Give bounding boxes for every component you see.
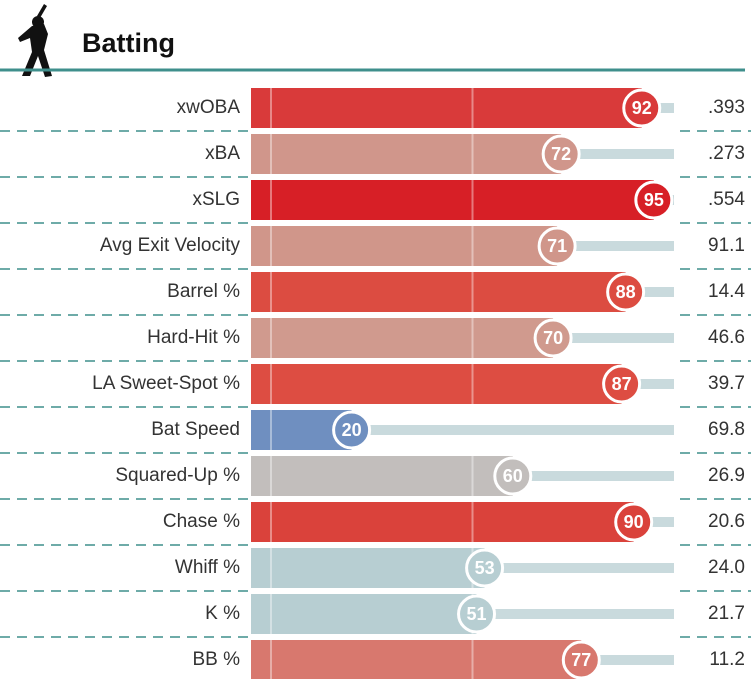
percentile-label: 92: [632, 98, 652, 118]
batter-icon: [18, 4, 52, 77]
percentile-label: 70: [543, 328, 563, 348]
percentile-label: 71: [547, 236, 567, 256]
stat-value: 14.4: [708, 281, 745, 302]
percentile-circle: [465, 548, 505, 588]
bar: [251, 272, 626, 312]
percentile-circle: [561, 640, 601, 679]
bar: [251, 88, 642, 128]
percentile-circle: [457, 594, 497, 634]
percentile-label: 95: [644, 190, 664, 210]
bar: [251, 456, 513, 496]
bar: [251, 548, 485, 588]
percentile-label: 72: [551, 144, 571, 164]
bar: [251, 594, 477, 634]
percentile-circle: [602, 364, 642, 404]
percentile-label: 20: [342, 420, 362, 440]
bar: [251, 226, 558, 266]
stat-value: 46.6: [708, 327, 745, 348]
percentile-label: 90: [624, 512, 644, 532]
percentile-label: 60: [503, 466, 523, 486]
row-label: Chase %: [163, 511, 240, 532]
stat-value: 26.9: [708, 465, 745, 486]
row-label: LA Sweet-Spot %: [92, 373, 240, 394]
row-label: K %: [205, 603, 240, 624]
percentile-label: 88: [616, 282, 636, 302]
percentile-circle: [541, 134, 581, 174]
percentile-label: 51: [467, 604, 487, 624]
row-label: Bat Speed: [151, 419, 240, 440]
percentile-label: 77: [571, 650, 591, 670]
row-label: xwOBA: [177, 97, 241, 118]
row-label: xSLG: [192, 189, 240, 210]
row-label: BB %: [192, 649, 240, 670]
percentile-circle: [614, 502, 654, 542]
bar: [251, 180, 654, 220]
stat-value: 24.0: [708, 557, 745, 578]
row-label: Whiff %: [175, 557, 240, 578]
percentile-circle: [493, 456, 533, 496]
stat-value: 91.1: [708, 235, 745, 256]
stat-value: .393: [708, 97, 745, 118]
bar: [251, 640, 582, 679]
percentile-label: 87: [612, 374, 632, 394]
percentile-circle: [533, 318, 573, 358]
bar: [251, 364, 622, 404]
stat-value: .554: [708, 189, 745, 210]
bar: [251, 318, 554, 358]
percentile-label: 53: [475, 558, 495, 578]
percentile-circle: [332, 410, 372, 450]
row-label: Hard-Hit %: [147, 327, 240, 348]
chart-title: Batting: [82, 28, 175, 58]
stat-value: 20.6: [708, 511, 745, 532]
row-label: Barrel %: [167, 281, 240, 302]
row-label: Squared-Up %: [115, 465, 240, 486]
bar: [251, 502, 634, 542]
percentile-circle: [622, 88, 662, 128]
bar: [251, 134, 562, 174]
row-label: Avg Exit Velocity: [100, 235, 241, 256]
percentile-circle: [537, 226, 577, 266]
stat-value: 11.2: [709, 649, 745, 670]
percentile-circle: [606, 272, 646, 312]
percentile-circle: [634, 180, 674, 220]
row-label: xBA: [205, 143, 240, 164]
stat-value: 69.8: [708, 419, 745, 440]
stat-value: 39.7: [708, 373, 745, 394]
stat-value: .273: [708, 143, 745, 164]
stat-value: 21.7: [708, 603, 745, 624]
